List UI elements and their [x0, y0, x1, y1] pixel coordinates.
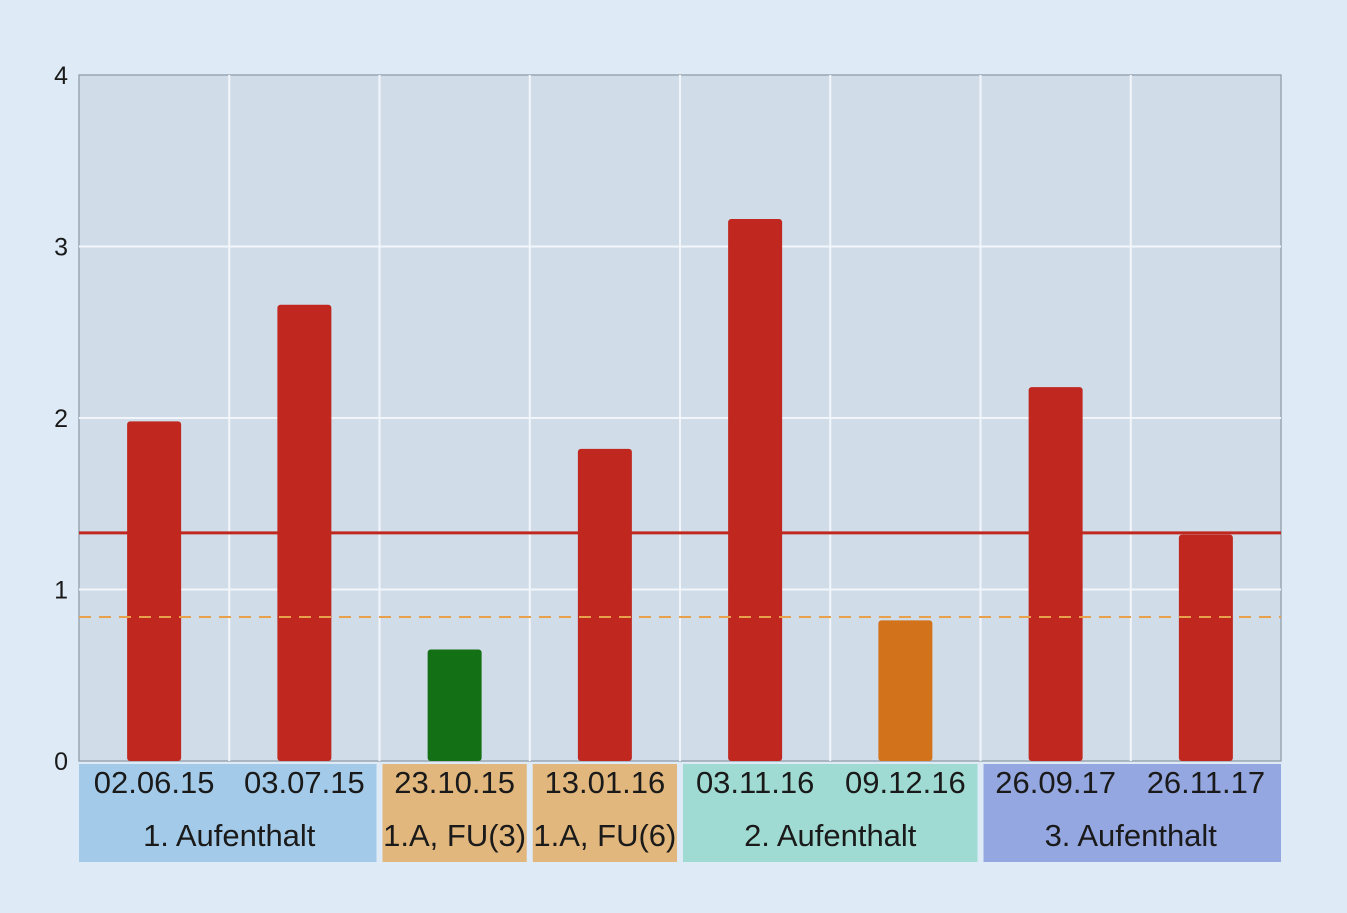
y-tick-label: 4 [54, 62, 68, 90]
group-label: 1.A, FU(6) [533, 818, 676, 853]
group-label: 3. Aufenthalt [1045, 818, 1218, 853]
bar-13.01.16 [577, 448, 632, 761]
x-tick-label: 23.10.15 [394, 765, 515, 800]
group-label: 1.A, FU(3) [383, 818, 526, 853]
bar-02.06.15 [127, 421, 182, 761]
x-tick-label: 03.11.16 [696, 765, 814, 800]
x-tick-label: 03.07.15 [244, 765, 365, 800]
y-tick-label: 1 [54, 577, 68, 605]
bar-03.11.16 [728, 219, 783, 761]
y-tick-label: 3 [54, 234, 68, 262]
x-tick-label: 26.11.17 [1147, 765, 1265, 800]
bars [127, 219, 1233, 761]
bar-26.09.17 [1028, 387, 1083, 761]
x-axis: 1. Aufenthalt 1.A, FU(3) 1.A, FU(6) 2. Aufe… [79, 764, 1281, 862]
x-tick-label: 13.01.16 [545, 765, 666, 800]
group-band [382, 764, 527, 862]
x-tick-label: 09.12.16 [845, 765, 966, 800]
group-label: 1. Aufenthalt [143, 818, 316, 853]
bar-23.10.15 [427, 649, 482, 761]
reference-lines [79, 531, 1281, 618]
group-label: 2. Aufenthalt [744, 818, 917, 853]
group-band [983, 764, 1281, 862]
y-axis: 0 1 2 3 4 [54, 62, 68, 776]
y-tick-label: 2 [54, 405, 68, 433]
x-tick-label: 02.06.15 [94, 765, 215, 800]
y-tick-label: 0 [54, 748, 68, 776]
bar-09.12.16 [878, 620, 933, 761]
group-band [532, 764, 677, 862]
bar-26.11.17 [1178, 534, 1233, 761]
group-band [683, 764, 978, 862]
group-band [79, 764, 377, 862]
x-tick-label: 26.09.17 [995, 765, 1116, 800]
